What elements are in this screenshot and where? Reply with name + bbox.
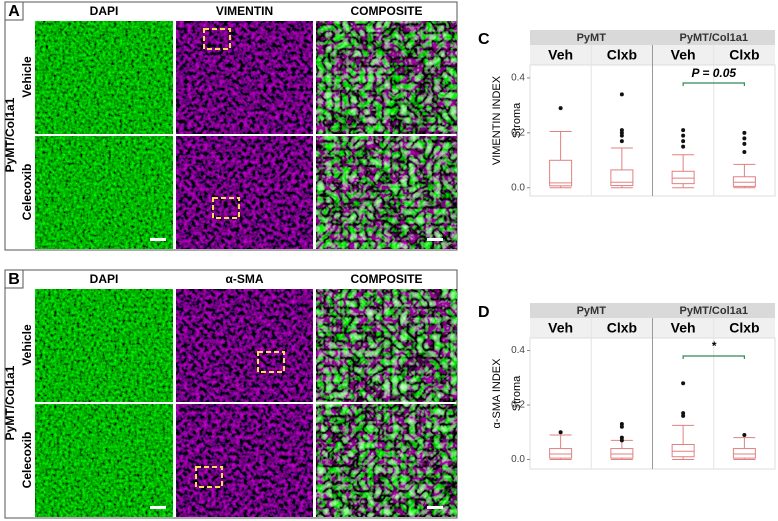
- group-label: PyMT: [577, 305, 607, 317]
- column-header: COMPOSITE: [350, 272, 422, 286]
- box: [610, 448, 634, 459]
- micrograph: [316, 21, 457, 134]
- bracket: [682, 355, 745, 359]
- column-header: VIMENTIN: [216, 4, 273, 18]
- outlier: [619, 139, 624, 144]
- micrograph: [316, 289, 457, 402]
- inset-box: [203, 28, 231, 50]
- outlier: [558, 430, 563, 435]
- panel-label: A: [8, 3, 20, 20]
- micrograph: [176, 404, 313, 517]
- category-label: Veh: [671, 47, 696, 63]
- group-label: PyMT/Col1a1: [3, 365, 17, 440]
- image-panels: A DAPI VIMENTIN COMPOSITEVehicleCelecoxibPy…: [3, 1, 458, 519]
- category-label: Clxb: [607, 320, 637, 336]
- y-tick-label: 0.0: [511, 454, 525, 465]
- micrograph: [316, 404, 457, 517]
- group-strip: [530, 303, 775, 318]
- row-label: Vehicle: [20, 56, 34, 98]
- category-label: Veh: [548, 320, 573, 336]
- box: [549, 448, 573, 459]
- facet-label: Stroma: [511, 375, 523, 411]
- outlier: [619, 130, 624, 135]
- annotation: *: [711, 339, 717, 353]
- y-label: VIMENTIN INDEX: [491, 75, 503, 165]
- outlier: [681, 413, 686, 418]
- micrograph: [176, 289, 313, 402]
- y-tick-label: 0.4: [511, 73, 525, 84]
- y-tick-label: 0.2: [511, 127, 525, 138]
- outlier: [681, 128, 686, 133]
- outlier: [681, 381, 686, 386]
- outlier: [619, 133, 624, 138]
- outlier: [619, 424, 624, 429]
- annotation: P = 0.05: [691, 66, 736, 80]
- scale-bar: [150, 506, 166, 509]
- category-label: Veh: [671, 320, 696, 336]
- category-label: Clxb: [607, 47, 637, 63]
- micrograph: [176, 21, 313, 134]
- outlier: [742, 150, 747, 155]
- category-label: Clxb: [729, 320, 759, 336]
- outlier: [681, 144, 686, 149]
- group-label: PyMT: [577, 32, 607, 44]
- group-label: PyMT/Col1a1: [680, 32, 748, 44]
- box: [732, 448, 756, 459]
- group-strip: [530, 30, 775, 45]
- inset-box: [257, 351, 285, 373]
- outlier: [742, 130, 747, 135]
- category-label: Veh: [548, 47, 573, 63]
- y-tick-label: 0.0: [511, 182, 525, 193]
- column-header: DAPI: [90, 272, 119, 286]
- outlier: [619, 92, 624, 97]
- charts: C PyMT PyMT/Col1a1 VIMENTIN INDEX Stroma 0.0 0…: [478, 30, 776, 470]
- outlier: [742, 432, 747, 437]
- scale-bar: [150, 238, 166, 241]
- box: [671, 443, 695, 458]
- outlier: [558, 106, 563, 111]
- micrograph: [35, 136, 173, 249]
- micrograph: [176, 136, 313, 249]
- bracket: [682, 82, 745, 86]
- outlier: [742, 136, 747, 141]
- y-label: α-SMA INDEX: [491, 358, 503, 429]
- column-header: α-SMA: [225, 272, 263, 286]
- outlier: [742, 141, 747, 146]
- box: [671, 170, 695, 185]
- scale-bar: [427, 506, 443, 509]
- outlier: [619, 128, 624, 133]
- facet-label: Stroma: [511, 102, 523, 138]
- micrograph: [35, 404, 173, 517]
- y-tick-label: 0.2: [511, 400, 525, 411]
- y-tick-label: 0.4: [511, 345, 525, 356]
- column-header: DAPI: [90, 4, 119, 18]
- label-cell: [4, 269, 24, 289]
- box: [549, 159, 573, 187]
- micrograph: [35, 21, 173, 134]
- outlier: [619, 438, 624, 443]
- row-label: Celecoxib: [20, 432, 34, 489]
- outlier: [681, 133, 686, 138]
- panel-label: C: [478, 31, 490, 48]
- label-cell: [4, 1, 24, 21]
- scale-bar: [427, 238, 443, 241]
- micrograph: [35, 289, 173, 402]
- row-label: Vehicle: [20, 324, 34, 366]
- box: [610, 169, 634, 187]
- panel-label: B: [8, 271, 20, 288]
- outlier: [681, 139, 686, 144]
- group-label: PyMT/Col1a1: [680, 305, 748, 317]
- micrograph: [316, 136, 457, 249]
- panel-label: D: [478, 304, 490, 321]
- inset-box: [212, 197, 240, 219]
- category-label: Clxb: [729, 47, 759, 63]
- row-label: Celecoxib: [20, 164, 34, 221]
- group-label: PyMT/Col1a1: [3, 97, 17, 172]
- box: [732, 176, 756, 187]
- column-header: COMPOSITE: [350, 4, 422, 18]
- inset-box: [195, 466, 223, 488]
